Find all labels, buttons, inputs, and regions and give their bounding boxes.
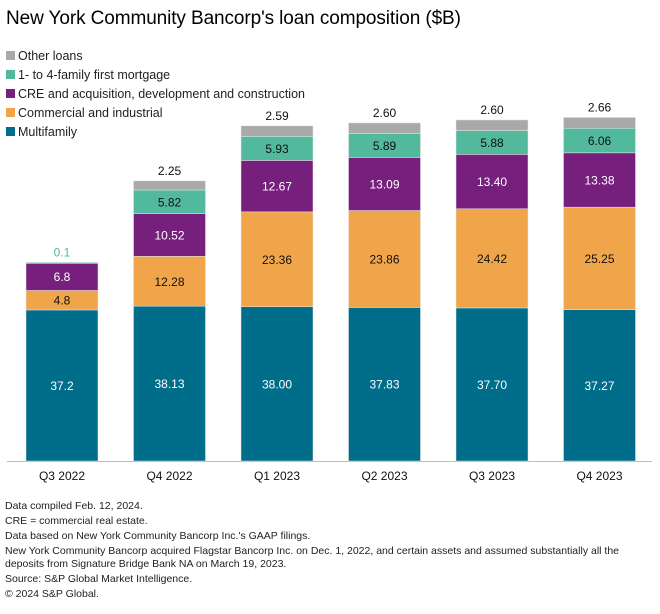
legend-item-other-loans: Other loans bbox=[6, 46, 305, 65]
data-label: 0.1 bbox=[54, 245, 71, 259]
legend-swatch bbox=[6, 70, 15, 79]
data-label: 37.2 bbox=[50, 379, 74, 393]
x-tick-label: Q1 2023 bbox=[254, 469, 300, 483]
bar-segment bbox=[455, 119, 529, 131]
data-label: 6.8 bbox=[54, 270, 71, 284]
bar-segment bbox=[25, 262, 99, 264]
x-tick-label: Q3 2022 bbox=[39, 469, 85, 483]
bar-segment bbox=[348, 307, 421, 462]
legend-swatch bbox=[6, 51, 15, 60]
bar-segment bbox=[563, 206, 636, 310]
note-cre-definition: CRE = commercial real estate. bbox=[5, 515, 148, 527]
data-label: 2.25 bbox=[158, 164, 182, 178]
data-label: 12.67 bbox=[262, 180, 292, 194]
bar-segment bbox=[563, 309, 636, 462]
x-tick-label: Q2 2023 bbox=[361, 469, 407, 483]
bar-segment bbox=[133, 213, 206, 257]
x-tick-label: Q3 2023 bbox=[469, 469, 515, 483]
x-tick-label: Q4 2023 bbox=[576, 469, 622, 483]
legend-label: CRE and acquisition, development and con… bbox=[18, 86, 305, 101]
legend-label: Commercial and industrial bbox=[18, 105, 163, 120]
note-compiled: Data compiled Feb. 12, 2024. bbox=[5, 500, 143, 512]
bar-segment bbox=[455, 154, 529, 210]
legend-label: Multifamily bbox=[18, 124, 78, 139]
x-tick-label: Q4 2022 bbox=[146, 469, 192, 483]
data-label: 37.70 bbox=[477, 378, 507, 392]
data-label: 2.60 bbox=[480, 103, 504, 117]
bar-segment bbox=[240, 306, 314, 462]
chart-plot: 37.2 4.8 6.8 0.1 Q3 2022 38.13 12.28 10.52 5.82 2… bbox=[7, 100, 652, 483]
data-label: 4.8 bbox=[54, 294, 71, 308]
data-label: 13.40 bbox=[477, 175, 507, 189]
legend: Other loans 1- to 4-family first mortgag… bbox=[6, 46, 305, 141]
data-label: 5.82 bbox=[158, 195, 182, 209]
note-copyright: © 2024 S&P Global. bbox=[5, 588, 99, 600]
data-label: 12.28 bbox=[154, 275, 184, 289]
data-label: 13.38 bbox=[584, 174, 614, 188]
chart-title: New York Community Bancorp's loan compos… bbox=[6, 8, 461, 29]
bar-segment bbox=[133, 256, 206, 307]
data-label: 6.06 bbox=[588, 134, 612, 148]
data-label: 5.93 bbox=[265, 142, 289, 156]
bar-segment bbox=[563, 117, 636, 129]
data-label: 2.59 bbox=[265, 109, 289, 123]
bar-segment bbox=[348, 210, 421, 308]
data-label: 37.27 bbox=[584, 379, 614, 393]
legend-label: 1- to 4-family first mortgage bbox=[18, 67, 171, 82]
bar-segment bbox=[455, 307, 529, 462]
legend-swatch bbox=[6, 108, 15, 117]
data-label: 38.00 bbox=[262, 377, 292, 391]
legend-swatch bbox=[6, 127, 15, 136]
data-label: 24.42 bbox=[477, 252, 507, 266]
bar-segment bbox=[240, 125, 314, 137]
note-acquisition: New York Community Bancorp acquired Flag… bbox=[5, 545, 619, 570]
data-label: 37.83 bbox=[369, 378, 399, 392]
bar-segment bbox=[25, 309, 99, 462]
data-label: 5.88 bbox=[480, 136, 504, 150]
data-label: 5.89 bbox=[373, 139, 397, 153]
data-label: 23.36 bbox=[262, 253, 292, 267]
bar-segment bbox=[240, 160, 314, 213]
footnotes: Data compiled Feb. 12, 2024. CRE = comme… bbox=[5, 500, 655, 603]
legend-item-commercial-industrial: Commercial and industrial bbox=[6, 103, 305, 122]
note-data-basis: Data based on New York Community Bancorp… bbox=[5, 530, 311, 542]
legend-item-multifamily: Multifamily bbox=[6, 122, 305, 141]
data-label: 13.09 bbox=[369, 177, 399, 191]
data-label: 2.60 bbox=[373, 106, 397, 120]
data-label: 38.13 bbox=[154, 377, 184, 391]
data-label: 25.25 bbox=[584, 252, 614, 266]
bar-segment bbox=[133, 180, 206, 191]
bar-segment bbox=[563, 127, 636, 154]
legend-item-cre: CRE and acquisition, development and con… bbox=[6, 84, 305, 103]
bar-segment bbox=[240, 136, 314, 161]
legend-label: Other loans bbox=[18, 48, 83, 63]
bar-segment bbox=[348, 122, 421, 134]
data-label: 10.52 bbox=[154, 228, 184, 242]
bar-segment bbox=[25, 262, 99, 291]
legend-item-1-to-4-family: 1- to 4-family first mortgage bbox=[6, 65, 305, 84]
note-source: Source: S&P Global Market Intelligence. bbox=[5, 573, 193, 585]
data-label: 23.86 bbox=[369, 252, 399, 266]
legend-swatch bbox=[6, 89, 15, 98]
bar-segment bbox=[455, 208, 529, 309]
bar-segment bbox=[240, 211, 314, 307]
bar-segment bbox=[563, 152, 636, 208]
data-label: 2.66 bbox=[588, 100, 612, 114]
bar-segment bbox=[133, 305, 206, 462]
